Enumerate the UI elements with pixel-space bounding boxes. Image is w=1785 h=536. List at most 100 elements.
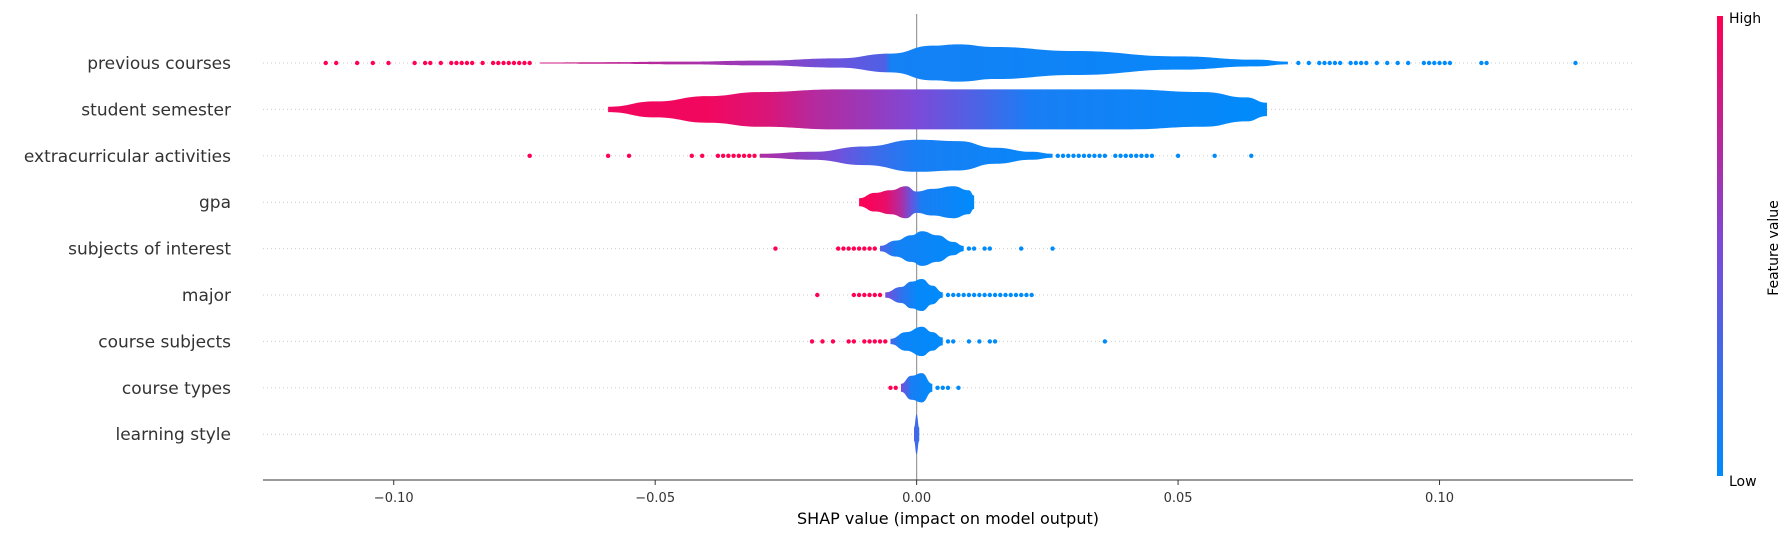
outlier-point [1134, 153, 1139, 158]
outlier-point [1123, 153, 1128, 158]
outlier-point [966, 246, 972, 251]
outlier-point [1144, 153, 1149, 158]
outlier-point [1405, 60, 1411, 66]
outlier-point [945, 339, 951, 344]
colorbar-title: Feature value [1766, 200, 1782, 296]
outlier-point [1421, 60, 1427, 66]
outlier-point [1055, 153, 1061, 158]
outlier-point [961, 292, 966, 298]
feature-label: gpa [199, 193, 231, 213]
outlier-point [464, 60, 470, 66]
outlier-point [459, 60, 464, 66]
violin-subjects-of-interest [880, 231, 964, 266]
feature-label: previous courses [87, 54, 231, 74]
violin-course-types [900, 373, 933, 403]
outlier-point [496, 60, 501, 66]
outlier-point [945, 385, 951, 390]
outlier-point [1008, 292, 1013, 298]
outlier-point [856, 246, 862, 251]
outlier-point [501, 60, 506, 66]
outlier-point [527, 153, 532, 158]
outlier-point [862, 292, 867, 298]
outlier-point [1092, 153, 1097, 158]
violin-course-subjects [890, 326, 943, 357]
outlier-point [987, 246, 993, 251]
outlier-point [977, 339, 982, 344]
outlier-point [1426, 60, 1432, 66]
outlier-point [1332, 60, 1338, 66]
outlier-point [626, 153, 632, 158]
outlier-point [867, 292, 872, 298]
outlier-point [1081, 153, 1087, 158]
outlier-point [1385, 60, 1390, 66]
colorbar-low-label: Low [1729, 474, 1757, 490]
feature-label: major [182, 286, 231, 306]
outlier-point [1447, 60, 1453, 66]
violin-learning-style [914, 414, 920, 455]
x-tick-label: −0.10 [374, 491, 414, 506]
outlier-point [1348, 60, 1353, 66]
outlier-point [605, 153, 611, 158]
x-tick-label: 0.10 [1425, 491, 1454, 506]
violin-previous-courses [540, 44, 1288, 82]
outlier-point [752, 153, 757, 158]
outlier-point [490, 60, 496, 66]
outlier-point [1066, 153, 1071, 158]
outlier-point [1102, 339, 1108, 344]
outlier-point [998, 292, 1003, 298]
outlier-point [966, 292, 972, 298]
outlier-point [506, 60, 511, 66]
x-tick-label: 0.05 [1164, 491, 1193, 506]
outlier-point [888, 385, 893, 390]
outlier-point [872, 292, 877, 298]
outlier-point [872, 339, 877, 344]
x-ticks: −0.10 −0.05 0.00 0.05 0.10 [374, 480, 1454, 506]
outlier-point [454, 60, 459, 66]
outlier-point [527, 60, 532, 66]
outlier-point [773, 246, 778, 251]
violins [540, 44, 1288, 455]
x-axis: −0.10 −0.05 0.00 0.05 0.10 SHAP value (impac… [263, 479, 1633, 528]
outlier-point [1097, 153, 1102, 158]
outlier-point [987, 292, 993, 298]
outlier-point [940, 385, 945, 390]
outlier-point [1019, 246, 1024, 251]
outlier-point [1118, 153, 1123, 158]
outlier-point [893, 385, 898, 390]
violin-major [885, 279, 943, 311]
outlier-point [1086, 153, 1092, 158]
outlier-point [1249, 153, 1254, 158]
outlier-point [1139, 153, 1144, 158]
outlier-point [1337, 60, 1343, 66]
outlier-point [438, 60, 443, 66]
outlier-point [720, 153, 726, 158]
outlier-point [987, 339, 993, 344]
outlier-point [1432, 60, 1437, 66]
outlier-point [956, 385, 961, 390]
outlier-point [935, 385, 940, 390]
outlier-point [877, 339, 883, 344]
outlier-point [715, 153, 721, 158]
outlier-point [700, 153, 705, 158]
feature-labels: previous courses student semester extracur… [24, 54, 231, 445]
outlier-point [1024, 292, 1029, 298]
outlier-point [1149, 153, 1155, 158]
outlier-point [1364, 60, 1369, 66]
outlier-point [862, 246, 867, 251]
outlier-point [1102, 153, 1108, 158]
feature-label: course subjects [98, 332, 231, 352]
outlier-point [1019, 292, 1024, 298]
outlier-point [469, 60, 475, 66]
outlier-point [1437, 60, 1442, 66]
outlier-point [1013, 292, 1019, 298]
outlier-point [1353, 60, 1359, 66]
outlier-point [971, 292, 977, 298]
outlier-point [867, 246, 872, 251]
outlier-point [428, 60, 433, 66]
x-tick-label: −0.05 [635, 491, 675, 506]
outlier-point [1029, 292, 1034, 298]
outlier-point [992, 292, 998, 298]
outlier-point [522, 60, 527, 66]
outlier-point [846, 246, 851, 251]
